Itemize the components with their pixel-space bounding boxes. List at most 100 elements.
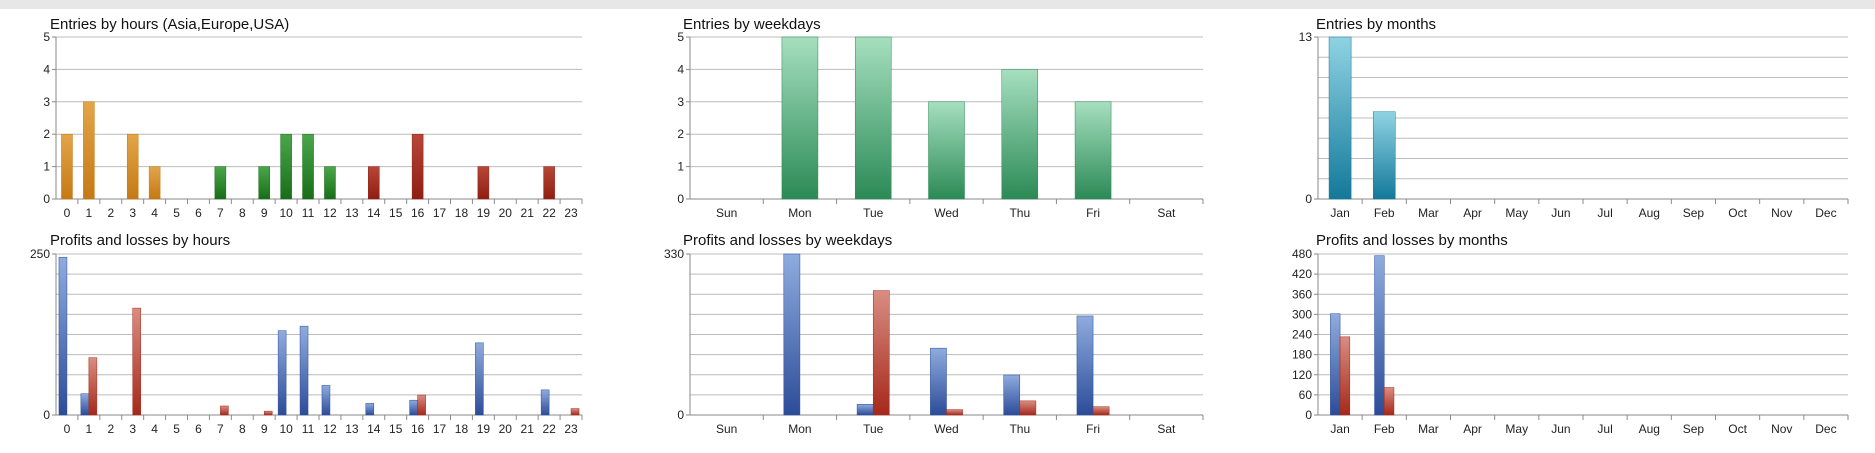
x-tick-label: 4	[151, 206, 158, 220]
x-tick-label: 9	[261, 422, 268, 436]
x-tick-label: Jan	[1330, 422, 1349, 436]
x-tick-label: 13	[345, 422, 359, 436]
y-tick-label: 5	[677, 30, 684, 44]
y-tick-label: 1	[43, 160, 50, 174]
x-tick-label: Wed	[934, 422, 958, 436]
pnl-by-months-bar	[1374, 255, 1385, 416]
x-tick-label: Sat	[1157, 206, 1176, 220]
x-tick-label: Sun	[716, 206, 737, 220]
y-tick-label: 120	[1292, 368, 1312, 382]
x-tick-label: Jun	[1551, 422, 1570, 436]
entries-by-hours-bar	[368, 166, 380, 200]
pnl-by-months-bar	[1339, 336, 1351, 416]
y-tick-label: 0	[43, 408, 50, 422]
x-tick-label: Aug	[1639, 206, 1660, 220]
x-tick-label: Nov	[1771, 422, 1792, 436]
y-tick-label: 2	[43, 127, 50, 141]
x-tick-label: 7	[217, 206, 224, 220]
y-tick-label: 240	[1292, 328, 1312, 342]
x-tick-label: Dec	[1815, 206, 1836, 220]
x-tick-label: Tue	[863, 206, 884, 220]
y-tick-label: 0	[677, 408, 684, 422]
y-tick-label: 4	[677, 62, 684, 76]
x-tick-label: Wed	[934, 206, 958, 220]
entries-by-weekdays-bar	[781, 36, 819, 200]
x-tick-label: 14	[367, 422, 381, 436]
entries-by-weekdays-bar	[1074, 101, 1112, 200]
pnl-by-weekdays-bar	[1003, 374, 1021, 416]
y-tick-label: 0	[677, 192, 684, 206]
x-tick-label: Mar	[1418, 206, 1439, 220]
pnl-by-hours-bar	[540, 389, 550, 416]
y-tick-label: 0	[43, 192, 50, 206]
x-tick-label: 22	[542, 422, 556, 436]
x-tick-label: 10	[279, 206, 293, 220]
x-tick-label: 15	[389, 206, 403, 220]
x-tick-label: 1	[86, 422, 93, 436]
x-tick-label: 0	[64, 206, 71, 220]
pnl-by-hours-bar	[299, 325, 309, 416]
x-tick-label: Tue	[863, 422, 884, 436]
x-tick-label: 20	[499, 206, 513, 220]
x-tick-label: Sep	[1683, 422, 1705, 436]
x-tick-label: 18	[455, 422, 469, 436]
entries-by-weekdays-bar	[928, 101, 965, 200]
pnl-by-months-bar	[1330, 313, 1341, 416]
x-tick-label: Fri	[1086, 206, 1100, 220]
x-tick-label: Mon	[788, 206, 811, 220]
x-tick-label: 1	[86, 206, 93, 220]
pnl-by-hours-bar	[409, 399, 418, 416]
pnl-by-hours-bar	[88, 357, 98, 416]
x-tick-label: Aug	[1639, 422, 1660, 436]
x-tick-label: 6	[195, 422, 202, 436]
entries-by-hours-bar	[324, 166, 336, 200]
x-tick-label: 15	[389, 422, 403, 436]
entries-by-hours-bar	[477, 166, 490, 200]
top-bar	[0, 0, 1875, 9]
pnl-by-hours-title: Profits and losses by hours	[50, 232, 230, 249]
entries-by-hours-bar	[148, 166, 161, 200]
x-tick-label: 3	[129, 206, 136, 220]
x-tick-label: 5	[173, 206, 180, 220]
x-tick-label: 13	[345, 206, 359, 220]
pnl-by-weekdays-title: Profits and losses by weekdays	[683, 232, 892, 249]
entries-by-hours-bar	[280, 133, 292, 200]
pnl-by-months-chart: Profits and losses by months 0 60 120 180 240…	[1292, 232, 1849, 436]
pnl-by-hours-bar	[277, 330, 287, 416]
x-tick-label: 19	[477, 422, 491, 436]
y-tick-label: 5	[43, 30, 50, 44]
pnl-by-weekdays-bar	[1019, 400, 1037, 416]
x-tick-label: 0	[64, 422, 71, 436]
x-tick-label: 20	[499, 422, 513, 436]
entries-by-weekdays-title: Entries by weekdays	[683, 16, 821, 33]
y-tick-label: 0	[1305, 192, 1312, 206]
pnl-by-weekdays-bar	[930, 347, 947, 416]
pnl-by-hours-bar	[58, 256, 68, 416]
x-tick-label: 19	[477, 206, 491, 220]
x-tick-label: May	[1505, 206, 1528, 220]
x-tick-label: 14	[367, 206, 381, 220]
pnl-by-hours-bar	[365, 403, 375, 416]
x-tick-label: 17	[433, 422, 447, 436]
pnl-by-hours-bar	[132, 307, 141, 416]
x-tick-label: 2	[107, 422, 114, 436]
x-tick-label: Thu	[1009, 206, 1030, 220]
entries-by-months-bar	[1372, 111, 1396, 200]
pnl-by-hours-bar	[263, 410, 273, 416]
pnl-by-weekdays-chart: Profits and losses by weekdays 0 330 Sun Mon…	[664, 232, 1204, 436]
x-tick-label: 23	[564, 206, 578, 220]
pnl-by-hours-bar	[220, 405, 229, 416]
x-tick-label: 23	[564, 422, 578, 436]
x-tick-label: 8	[239, 206, 246, 220]
pnl-by-hours-bar	[570, 408, 580, 416]
x-tick-label: 6	[195, 206, 202, 220]
y-tick-label: 3	[677, 95, 684, 109]
y-tick-label: 1	[677, 160, 684, 174]
x-tick-label: 18	[455, 206, 469, 220]
entries-by-hours-title: Entries by hours (Asia,Europe,USA)	[50, 16, 289, 33]
x-tick-label: Sat	[1157, 422, 1176, 436]
pnl-by-hours-bar	[475, 342, 484, 416]
x-tick-label: 11	[302, 206, 315, 220]
x-tick-label: 16	[411, 206, 425, 220]
